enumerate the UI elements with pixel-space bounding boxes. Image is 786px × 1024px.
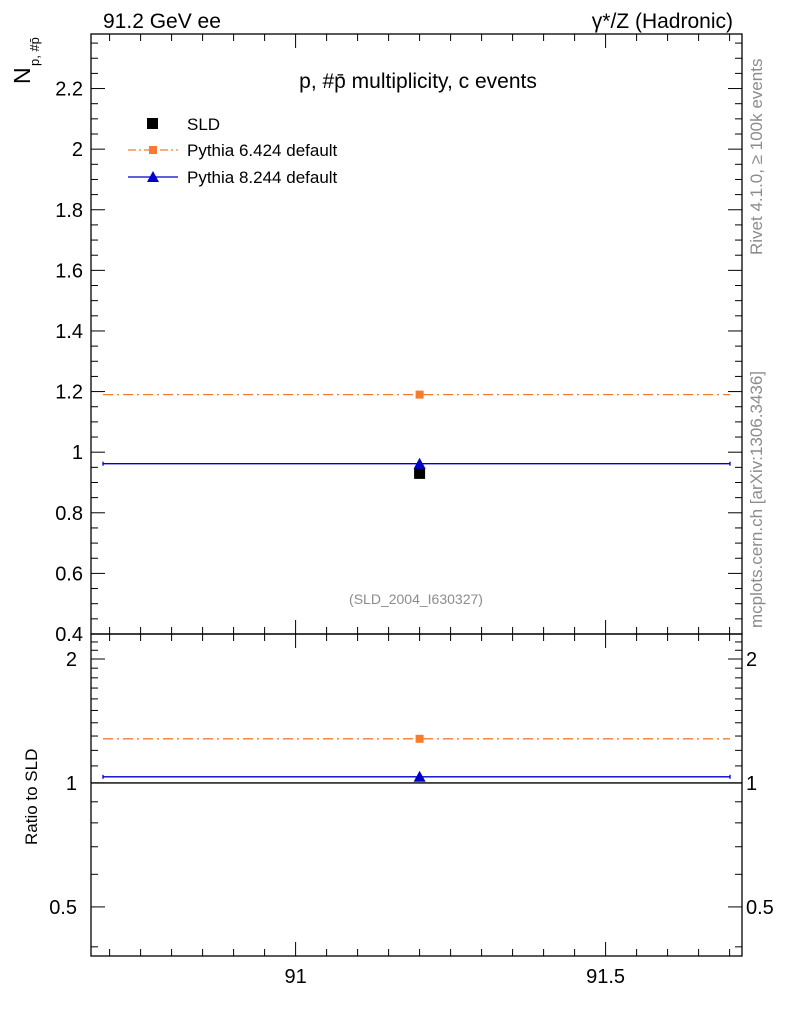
legend: SLD Pythia 6.424 default Pythia 8.244 de…	[128, 115, 338, 187]
main-ytick-label: 0.8	[55, 503, 83, 525]
ratio-panel: 0.5 0.5 1 1 2 2 91 91.5 Ratio to SLD	[22, 633, 774, 988]
pythia6-point	[415, 390, 424, 399]
legend-marker-sld	[147, 118, 158, 129]
main-data	[102, 390, 731, 479]
legend-marker-pythia8	[147, 171, 159, 182]
mcplots-label: mcplots.cern.ch [arXiv:1306.3436]	[747, 371, 766, 628]
ratio-data	[91, 734, 742, 784]
main-ylabel-sub: p, #p̄	[27, 37, 42, 66]
header-left: 91.2 GeV ee	[103, 10, 221, 33]
main-ytick-label: 2.2	[55, 79, 83, 101]
main-ytick-label: 1.4	[55, 321, 83, 343]
ratio-pythia6-point	[415, 734, 424, 743]
ratio-xtick-label: 91	[284, 966, 306, 988]
legend-marker-pythia6	[149, 146, 157, 154]
pythia8-point	[413, 457, 426, 469]
main-ylabel-main: N	[9, 67, 35, 84]
ratio-ytick-label-left: 2	[66, 649, 77, 671]
ratio-ticks: 0.5 0.5 1 1 2 2 91 91.5	[49, 634, 774, 988]
legend-item-pythia6: Pythia 6.424 default	[128, 141, 338, 160]
legend-label-sld: SLD	[187, 115, 220, 134]
header-right: γ*/Z (Hadronic)	[592, 10, 733, 33]
ratio-ytick-label-right: 0.5	[746, 897, 774, 919]
legend-label-pythia6: Pythia 6.424 default	[187, 141, 338, 160]
main-ytick-label: 1.2	[55, 382, 83, 404]
ratio-ytick-label-left: 0.5	[49, 897, 77, 919]
sld-point	[414, 467, 426, 479]
legend-label-pythia8: Pythia 8.244 default	[187, 168, 338, 187]
main-ticks: 0.4 0.6 0.8 1 1.2 1.4 1.6 1.8 2 2.2	[55, 34, 742, 646]
ratio-frame	[90, 633, 743, 957]
legend-item-sld: SLD	[147, 115, 220, 134]
ratio-ytick-label-right: 2	[746, 649, 757, 671]
ratio-xtick-label: 91.5	[586, 966, 625, 988]
main-ylabel: N p, #p̄	[9, 37, 42, 84]
ratio-pythia8-point	[413, 770, 426, 782]
main-ytick-label: 1.6	[55, 260, 83, 282]
main-ytick-label: 0.4	[55, 624, 83, 646]
ratio-ylabel: Ratio to SLD	[22, 749, 41, 845]
main-ytick-label: 0.6	[55, 563, 83, 585]
ratio-ytick-label-left: 1	[66, 773, 77, 795]
ratio-ytick-label-right: 1	[746, 773, 757, 795]
main-title: p, #p̄ multiplicity, c events	[299, 70, 537, 93]
legend-item-pythia8: Pythia 8.244 default	[128, 168, 338, 187]
analysis-annotation: (SLD_2004_I630327)	[349, 591, 483, 607]
main-ytick-label: 1.8	[55, 200, 83, 222]
main-ytick-label: 1	[72, 442, 83, 464]
main-ytick-label: 2	[72, 139, 83, 161]
main-panel: 0.4 0.6 0.8 1 1.2 1.4 1.6 1.8 2 2.2 p, #p̄ multip…	[9, 33, 743, 646]
rivet-label: Rivet 4.1.0, ≥ 100k events	[747, 59, 766, 255]
